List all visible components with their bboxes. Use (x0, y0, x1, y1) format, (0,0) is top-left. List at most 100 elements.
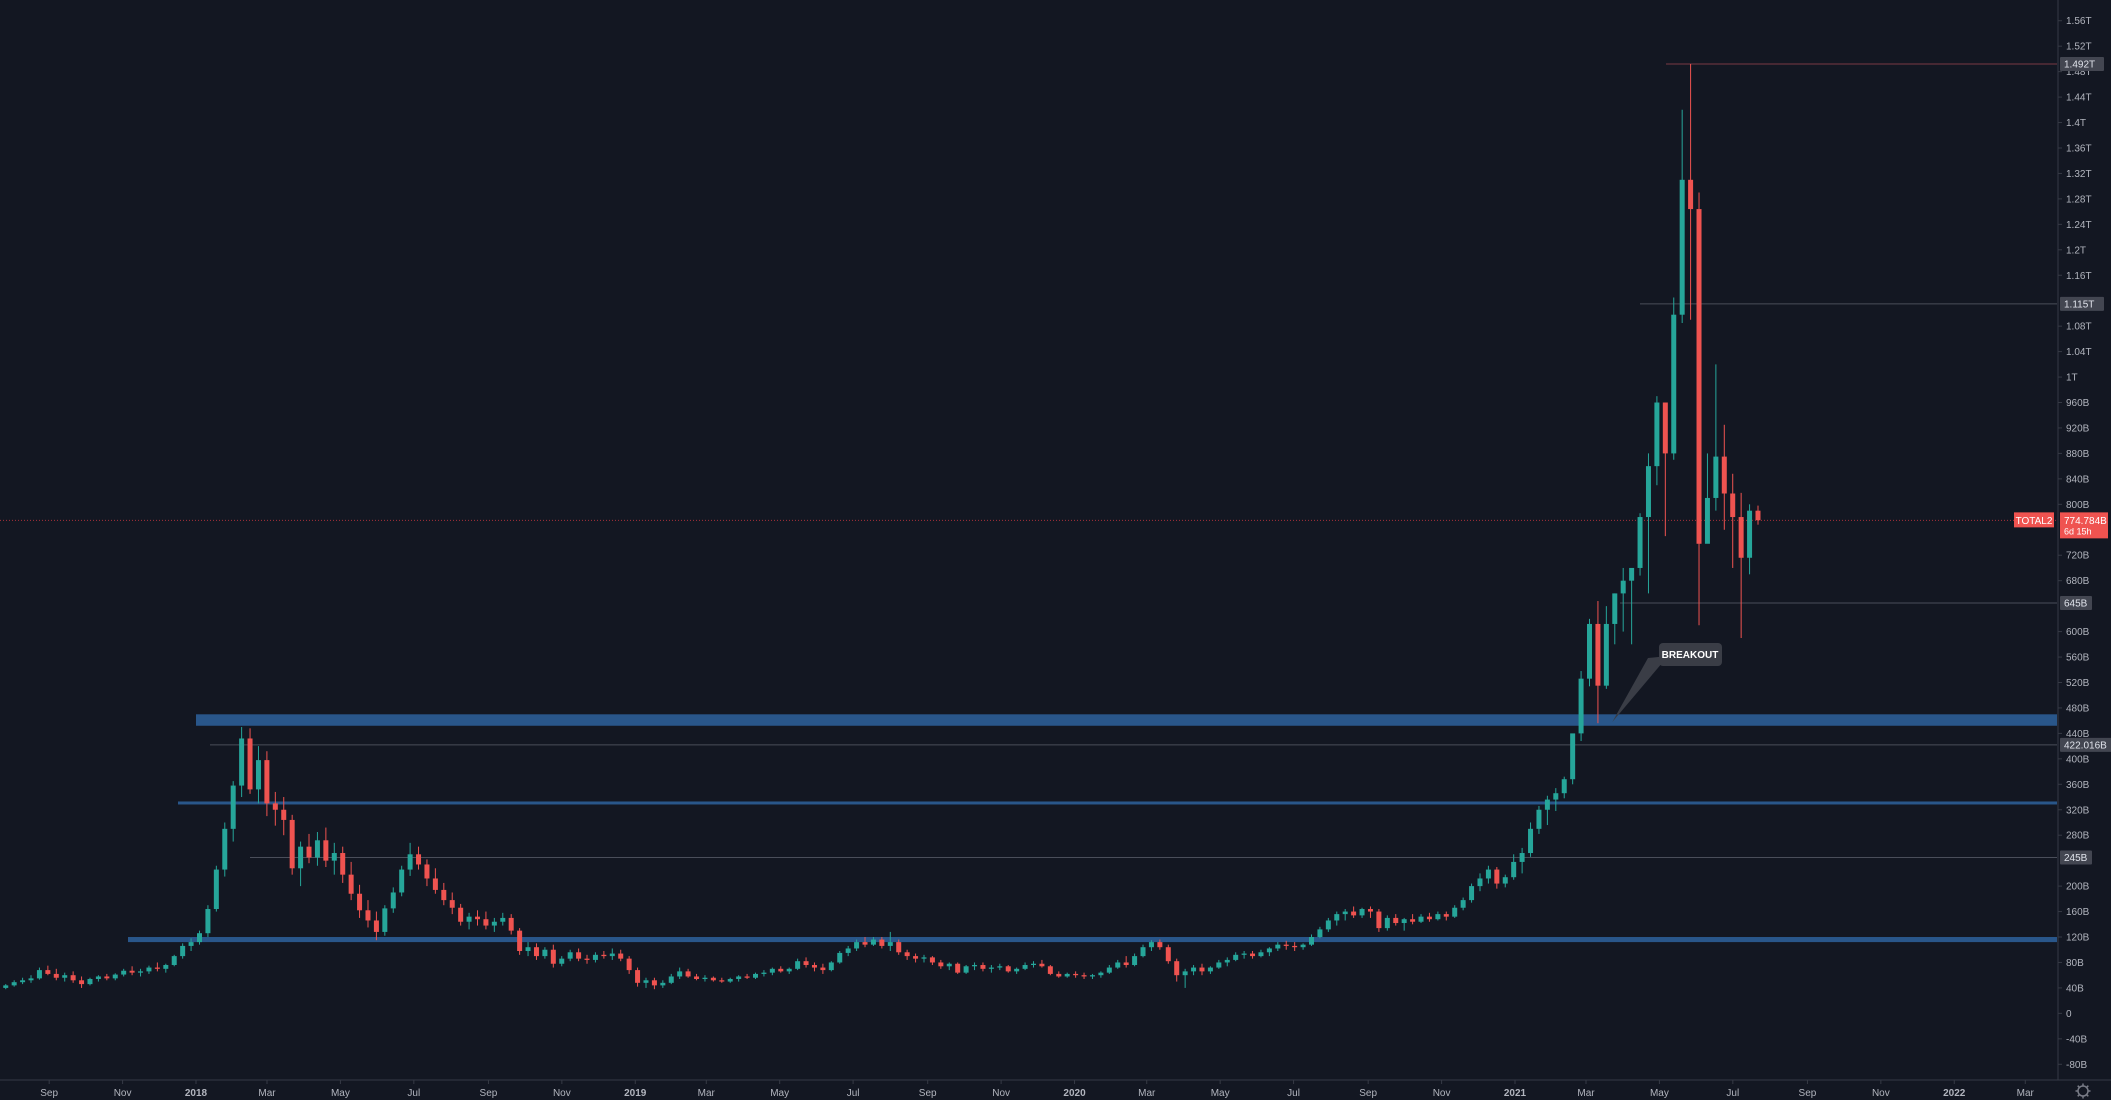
price-tick-label: 1.4T (2066, 118, 2086, 129)
candle-body (508, 917, 514, 931)
candle-body (1713, 456, 1719, 498)
candle-body (946, 963, 952, 967)
price-tick-label: 480B (2066, 703, 2090, 714)
price-tick-label: 280B (2066, 831, 2090, 842)
price-axis[interactable]: 1.56T 1.52T 1.48T 1.44T 1.4T 1.36T 1.32T 1.28T 1… (2057, 0, 2092, 1080)
candle-body (222, 828, 228, 870)
candle-body (491, 921, 497, 926)
candle-body (1064, 973, 1070, 977)
price-tick-label: 800B (2066, 500, 2090, 511)
candle-body (466, 916, 472, 922)
candle-body (163, 965, 169, 969)
time-tick-label: Sep (480, 1088, 498, 1099)
level-price-tag (2060, 850, 2092, 865)
candle-body (1528, 828, 1534, 854)
candle-body (230, 785, 236, 829)
time-tick-label: May (1211, 1088, 1230, 1099)
price-tick-label: 720B (2066, 551, 2090, 562)
price-tick-label: 400B (2066, 754, 2090, 765)
candle-body (1410, 919, 1416, 922)
symbol-tag-label: TOTAL2 (2016, 516, 2053, 527)
candle-body (281, 809, 287, 820)
price-tick-label: 360B (2066, 780, 2090, 791)
candle-body (146, 967, 152, 972)
candle-body (1662, 402, 1668, 454)
candle-body (1157, 942, 1163, 948)
candle-body (1645, 466, 1651, 518)
candle-body (1081, 975, 1087, 977)
candle-body (811, 965, 817, 968)
candle-body (702, 977, 708, 980)
symbol-tag (2014, 512, 2054, 528)
candle-body (1014, 968, 1020, 972)
candle-body (449, 900, 455, 908)
price-tick-label: 80B (2066, 958, 2084, 969)
candle-body (289, 819, 295, 869)
candle-body (197, 933, 202, 943)
candle-body (213, 869, 219, 910)
candle-body (913, 956, 919, 959)
candle-body (963, 966, 969, 973)
candle-body (955, 963, 961, 973)
candle-body (668, 976, 674, 983)
time-tick-label: May (331, 1088, 350, 1099)
time-tick-label: Mar (698, 1088, 716, 1099)
candle-body (500, 917, 506, 922)
price-tick-label: 560B (2066, 653, 2090, 664)
candle-body (62, 975, 68, 978)
candle-body (205, 909, 211, 934)
candle-body (1696, 209, 1702, 544)
time-tick-label: Sep (40, 1088, 58, 1099)
candle-body (1553, 793, 1559, 800)
candle-body (1174, 961, 1180, 976)
candle-body (1258, 952, 1264, 957)
candle-body (1443, 914, 1449, 917)
candle-body (1191, 967, 1197, 972)
candle-body (938, 962, 944, 967)
annotation-bubble[interactable] (1659, 643, 1722, 666)
candle-body (121, 970, 127, 975)
time-tick-label: 2020 (1063, 1088, 1086, 1099)
gear-tooth (2086, 1085, 2089, 1088)
candle-body (651, 980, 657, 986)
time-axis[interactable]: Sep Nov 2018 Mar May Jul Sep Nov 2019 Mar May Jul Se… (0, 1079, 2111, 1099)
candle-body (685, 971, 691, 977)
settings-gear-icon[interactable] (2075, 1083, 2091, 1099)
candle-body (803, 961, 809, 966)
candle-body (1047, 966, 1053, 974)
candle-body (997, 966, 1003, 968)
countdown-label: 6d 15h (2064, 526, 2092, 536)
price-tick-label: 520B (2066, 678, 2090, 689)
candle-body (154, 967, 160, 969)
candle-body (736, 976, 742, 980)
candle-body (1603, 623, 1609, 686)
candle-body (1056, 973, 1062, 977)
candle-body (870, 939, 876, 945)
candle-body (896, 942, 902, 953)
time-tick-label: Nov (1433, 1088, 1451, 1099)
level-price-tag-label: 1.115T (2064, 299, 2094, 310)
breakout-annotation[interactable]: BREAKOUT (1612, 643, 1722, 722)
time-tick-label: Nov (114, 1088, 132, 1099)
candle-body (70, 975, 76, 981)
time-tick-label: Jul (1726, 1088, 1739, 1099)
candle-body (1123, 962, 1129, 966)
candle-body (95, 976, 101, 980)
candle-body (559, 958, 565, 964)
horizontal-levels (0, 63, 2057, 858)
candle-body (239, 738, 245, 786)
candle-body (845, 948, 851, 953)
candle-body (1629, 567, 1635, 581)
candle-body (3, 985, 9, 988)
candle-body (1275, 944, 1281, 949)
candle-body (601, 954, 607, 957)
time-tick-label: Sep (1799, 1088, 1817, 1099)
candle-body (11, 982, 17, 986)
candle-body (1747, 510, 1753, 558)
candle-body (1494, 869, 1500, 884)
candle-body (357, 893, 363, 911)
price-tick-label: 1.36T (2066, 143, 2092, 154)
candle-body (1039, 963, 1045, 967)
